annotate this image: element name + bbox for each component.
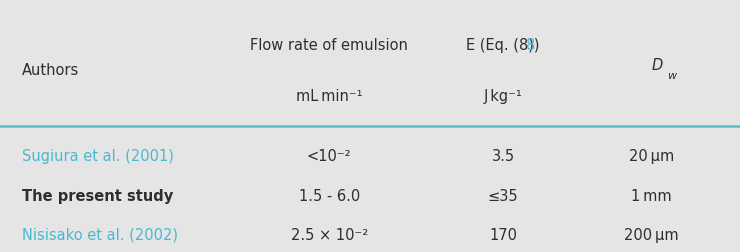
Text: 1 mm: 1 mm: [631, 188, 671, 203]
Text: E (Eq. (: E (Eq. (: [477, 38, 530, 53]
Text: J kg⁻¹: J kg⁻¹: [484, 88, 522, 103]
Text: w: w: [667, 71, 676, 81]
Text: 8: 8: [0, 38, 9, 53]
Text: D: D: [651, 58, 662, 73]
Text: <10⁻²: <10⁻²: [307, 149, 351, 164]
Text: 1.5 - 6.0: 1.5 - 6.0: [299, 188, 360, 203]
Text: Sugiura et al. (2001): Sugiura et al. (2001): [22, 149, 174, 164]
Text: 170: 170: [489, 227, 517, 242]
Text: ≤35: ≤35: [488, 188, 519, 203]
Text: Flow rate of emulsion: Flow rate of emulsion: [250, 38, 408, 53]
Text: E (Eq. (: E (Eq. (: [0, 38, 53, 53]
Text: 2.5 × 10⁻²: 2.5 × 10⁻²: [291, 227, 368, 242]
Text: E (Eq. (8)): E (Eq. (8)): [466, 38, 540, 53]
Text: 3.5: 3.5: [491, 149, 515, 164]
Text: E (Eq. (8)): E (Eq. (8)): [466, 38, 540, 53]
Text: 200 μm: 200 μm: [624, 227, 679, 242]
Text: Authors: Authors: [22, 63, 79, 78]
Text: mL min⁻¹: mL min⁻¹: [296, 88, 363, 103]
Text: The present study: The present study: [22, 188, 173, 203]
Text: 20 μm: 20 μm: [628, 149, 674, 164]
Text: 8: 8: [525, 38, 535, 53]
Text: Nisisako et al. (2002): Nisisako et al. (2002): [22, 227, 178, 242]
